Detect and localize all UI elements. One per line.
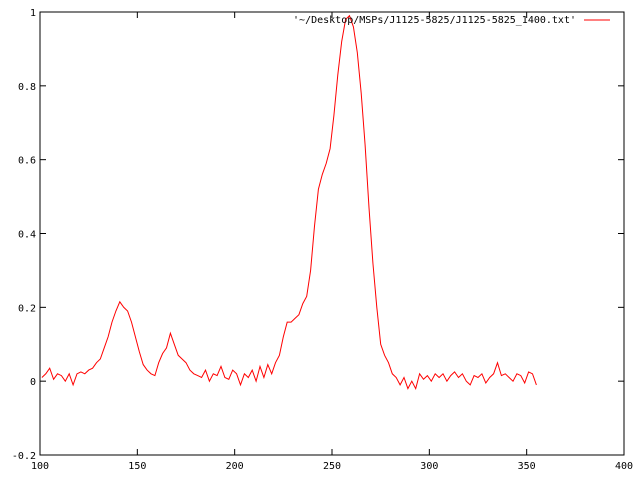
- x-tick-label: 100: [31, 461, 49, 472]
- x-tick-label: 350: [518, 461, 536, 472]
- x-tick-label: 250: [323, 461, 341, 472]
- y-axis: -0.2 0 0.2 0.4 0.6 0.8 1: [12, 8, 624, 462]
- x-tick-label: 150: [128, 461, 146, 472]
- legend-label: '~/Desktop/MSPs/J1125-5825/J1125-5825_14…: [293, 15, 576, 26]
- x-tick-label: 200: [226, 461, 244, 472]
- y-tick-label: 0.6: [18, 156, 36, 167]
- series-line: [41, 14, 537, 390]
- y-tick-label: 0.8: [18, 82, 36, 93]
- plot-border: [39, 11, 625, 456]
- y-tick-label: 0: [30, 377, 36, 388]
- y-tick-label: -0.2: [12, 451, 36, 462]
- y-tick-label: 0.4: [18, 230, 36, 241]
- x-axis: 100 150 200 250 300 350 400: [31, 12, 633, 472]
- y-tick-label: 0.2: [18, 303, 36, 314]
- y-tick-label: 1: [30, 8, 36, 19]
- x-tick-label: 300: [420, 461, 438, 472]
- legend: '~/Desktop/MSPs/J1125-5825/J1125-5825_14…: [293, 15, 610, 26]
- x-tick-label: 400: [615, 461, 633, 472]
